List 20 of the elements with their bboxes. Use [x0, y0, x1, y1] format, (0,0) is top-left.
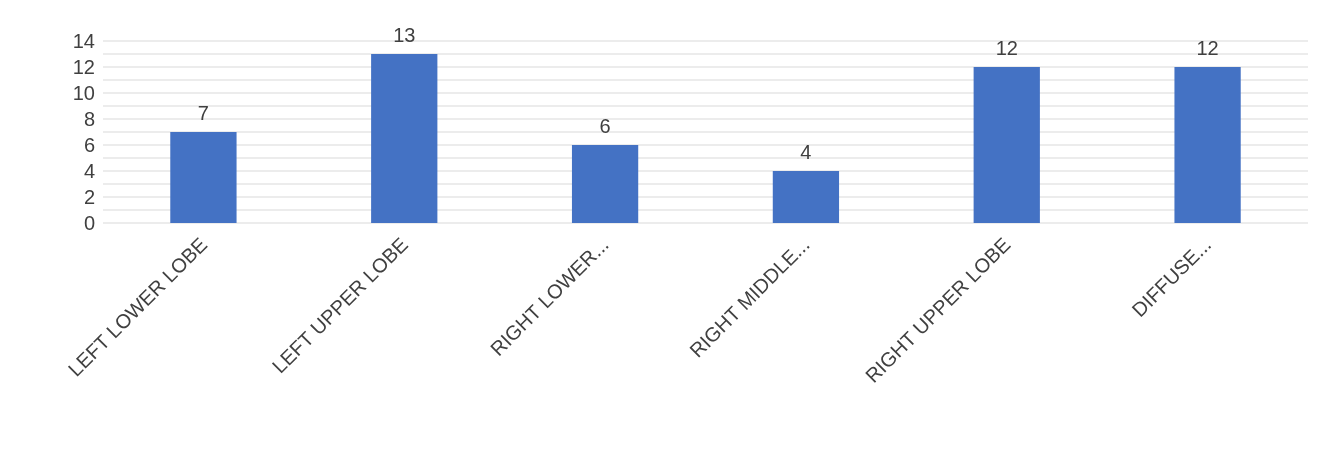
bar: [772, 171, 840, 223]
data-label: 12: [1196, 37, 1219, 59]
data-label: 7: [197, 102, 209, 124]
bar: [1174, 67, 1241, 223]
bar: [170, 132, 237, 223]
bar: [973, 67, 1040, 223]
y-tick-label: 8: [83, 108, 95, 130]
y-tick-label: 12: [72, 56, 95, 78]
bar: [571, 145, 639, 223]
y-tick-label: 4: [83, 160, 95, 182]
data-label: 6: [599, 115, 611, 137]
y-tick-label: 14: [72, 30, 95, 52]
data-label: 4: [800, 141, 812, 163]
data-label: 12: [995, 37, 1018, 59]
y-tick-label: 0: [83, 212, 95, 234]
y-tick-label: 10: [72, 82, 95, 104]
data-label: 13: [393, 24, 416, 46]
y-tick-label: 2: [83, 186, 95, 208]
y-tick-label: 6: [83, 134, 95, 156]
bar: [371, 54, 438, 223]
